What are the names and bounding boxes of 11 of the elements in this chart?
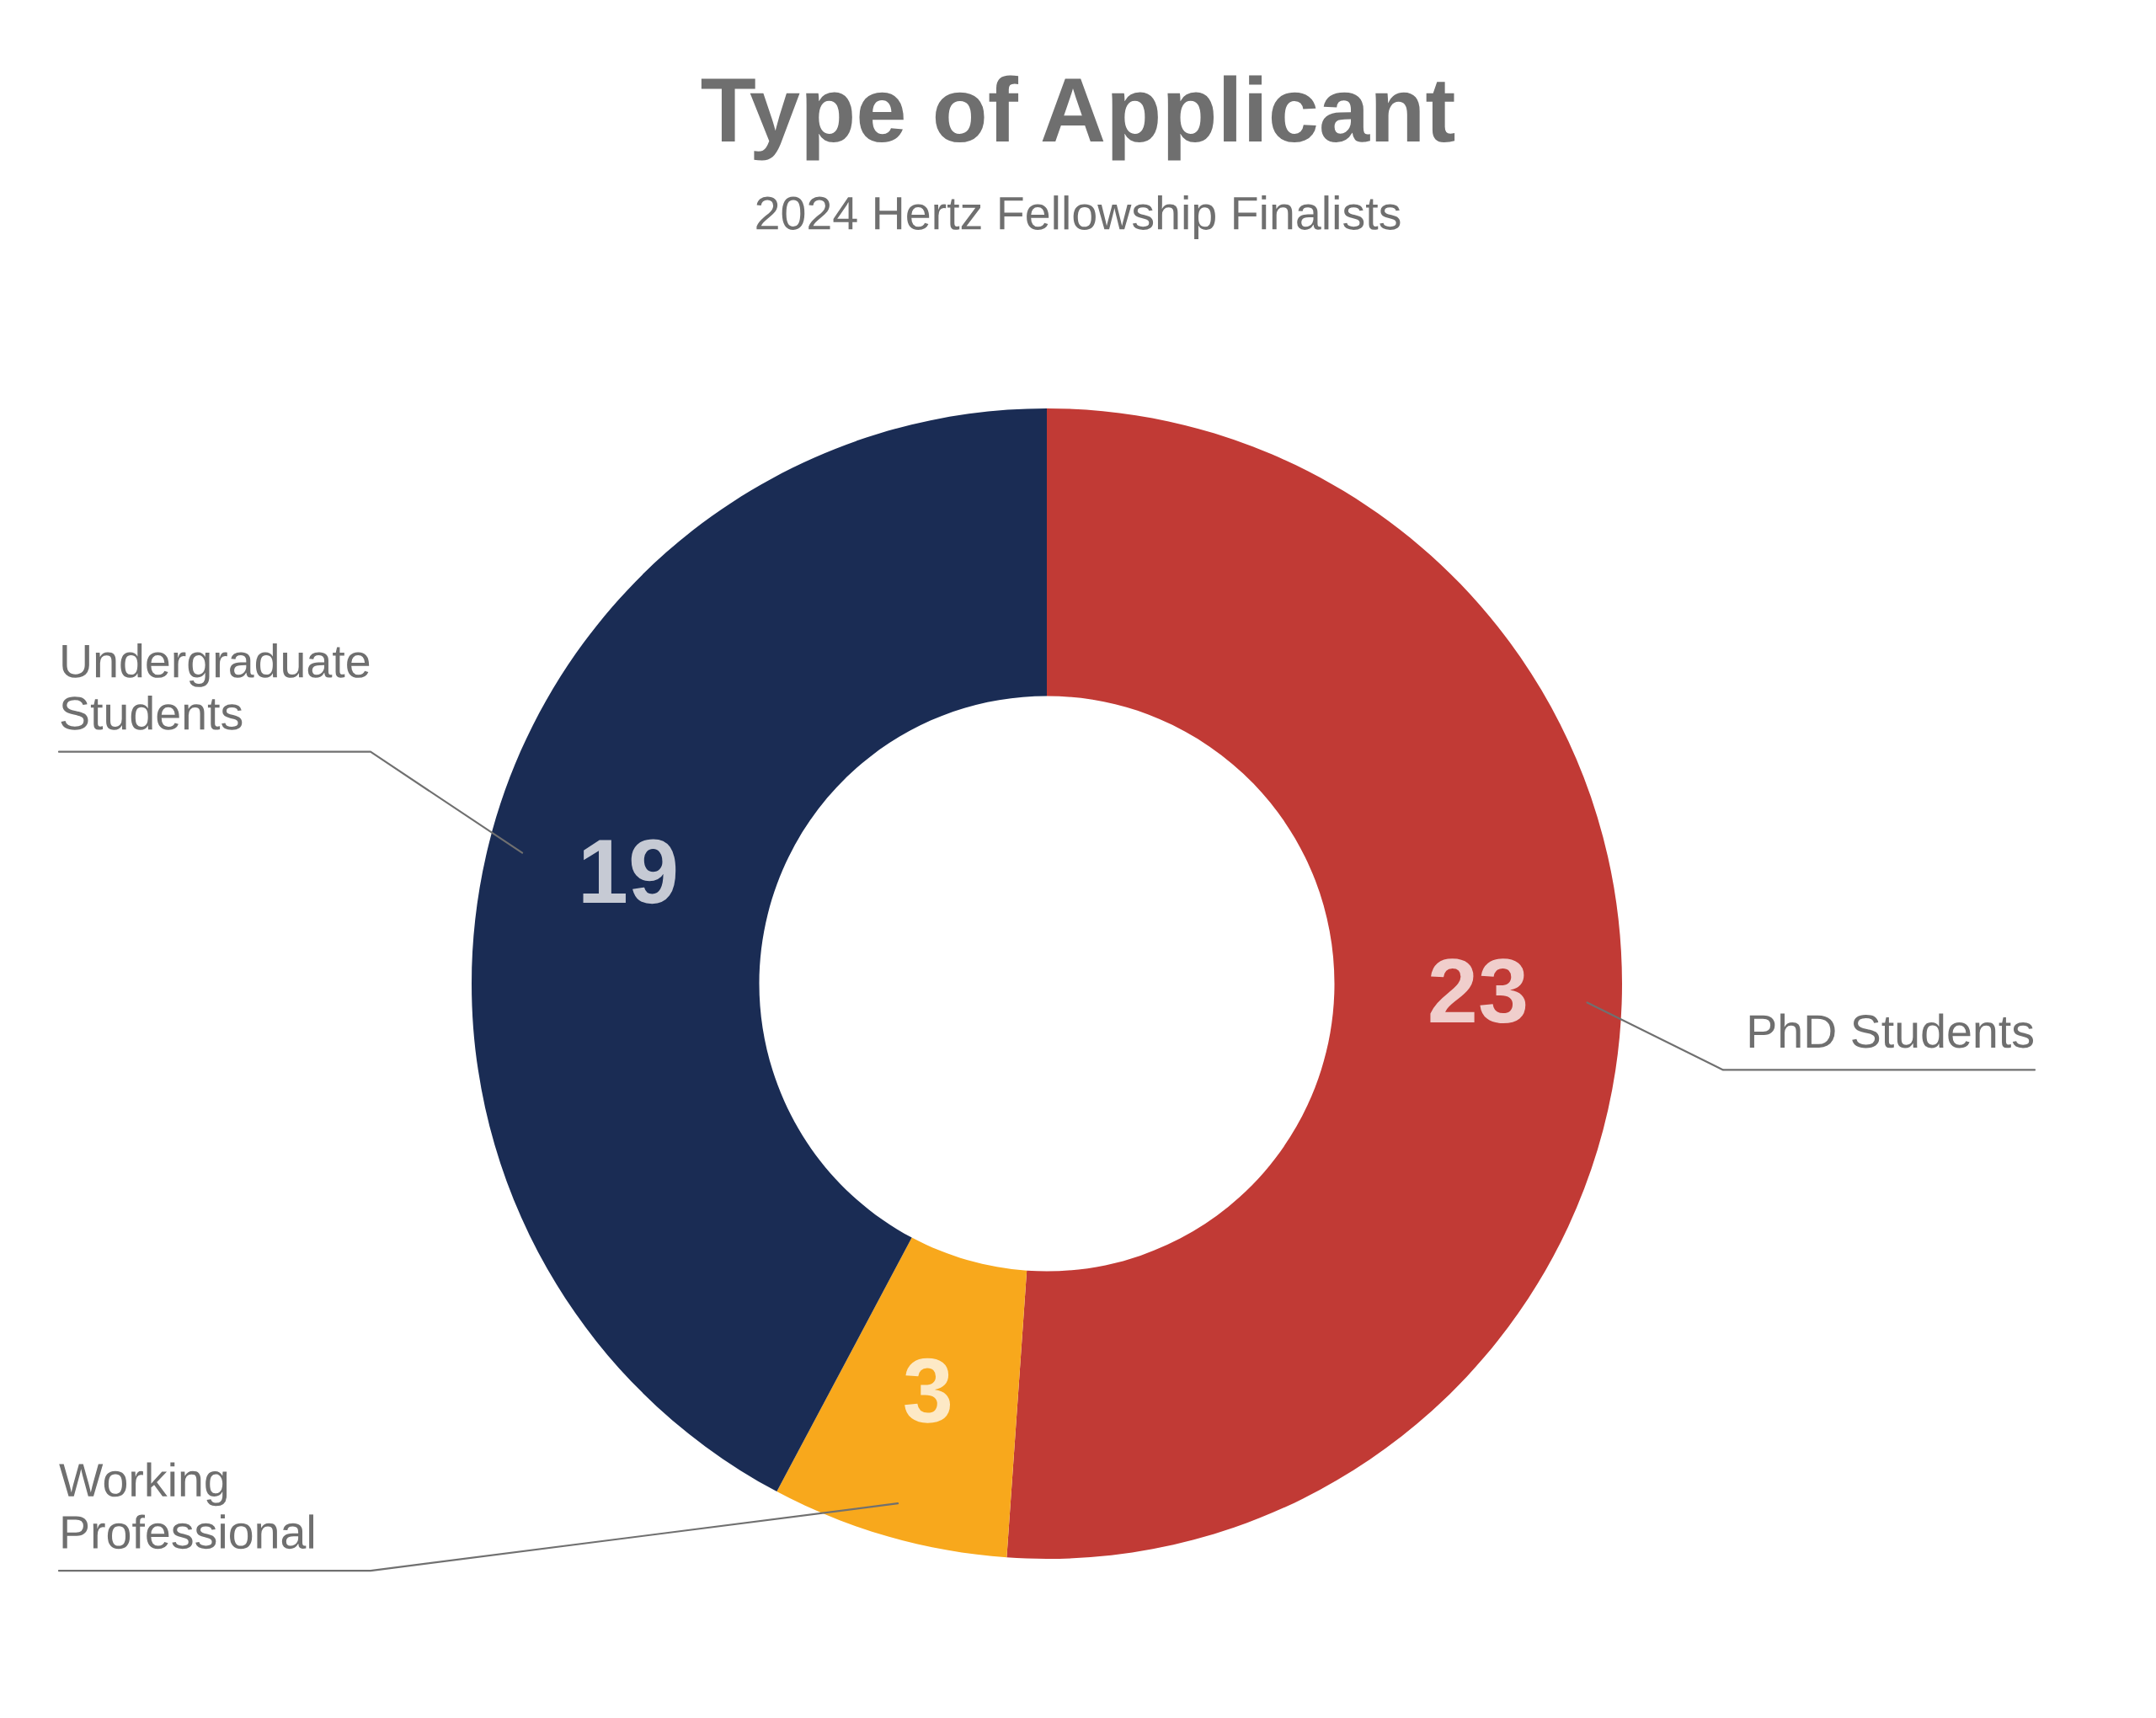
slice-label: Working Professional bbox=[59, 1462, 313, 1550]
data-label: 19 bbox=[583, 839, 676, 904]
slice-label: Undergraduate Students bbox=[61, 643, 370, 730]
chart-subtitle: 2024 Hertz Fellowship Finalists bbox=[756, 195, 1401, 239]
donut-slice bbox=[472, 408, 1047, 1492]
chart-title: Type of Applicant bbox=[701, 75, 1455, 161]
slice-label: PhD Students bbox=[1749, 1013, 2034, 1048]
donut-slice bbox=[1006, 408, 1622, 1559]
data-label: 23 bbox=[1430, 958, 1526, 1024]
data-label: 3 bbox=[905, 1358, 951, 1423]
donut-slice bbox=[776, 1237, 1027, 1558]
